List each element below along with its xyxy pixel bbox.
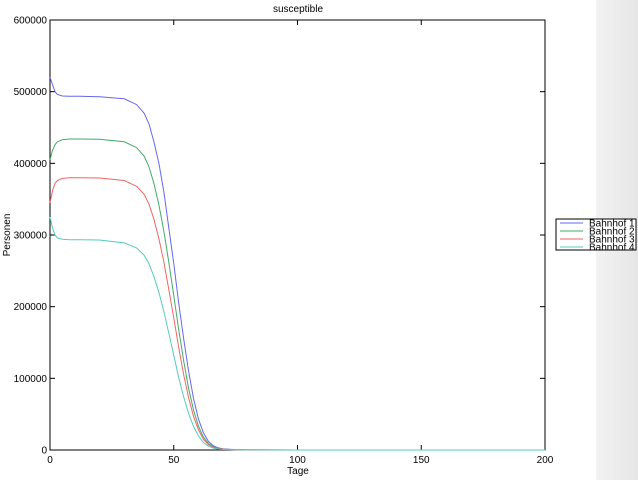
- legend-label-1: Bahnhof 1: [589, 219, 635, 230]
- y-axis-title: Personen: [2, 214, 13, 257]
- y-axis: 0 100000 200000 300000 400000 500000 600000: [14, 16, 545, 457]
- series-line-1: [49, 77, 545, 451]
- legend-label-3: Bahnhof 3: [589, 235, 635, 246]
- legend-box: [555, 218, 637, 251]
- series-line-4: [49, 216, 545, 451]
- plot-area-frame: [49, 19, 546, 451]
- x-tick-label: 100: [289, 455, 306, 466]
- y-tick-label: 200000: [14, 302, 48, 313]
- x-tick-label: 50: [168, 455, 180, 466]
- legend-label-2: Bahnhof 2: [589, 227, 635, 238]
- x-tick-label: 0: [47, 455, 53, 466]
- y-tick-label: 300000: [14, 231, 48, 242]
- x-axis-title: Tage: [287, 466, 309, 477]
- legend-label-4: Bahnhof 4: [589, 243, 635, 254]
- series-lines: [49, 77, 545, 451]
- x-axis: 0 50 100 150 200: [47, 20, 554, 466]
- y-tick-label: 400000: [14, 159, 48, 170]
- y-tick-label: 500000: [14, 87, 48, 98]
- y-tick-label: 600000: [14, 16, 48, 27]
- series-line-3: [49, 177, 545, 451]
- x-tick-label: 150: [413, 455, 430, 466]
- chart-title: susceptible: [273, 4, 323, 15]
- x-tick-label: 200: [537, 455, 554, 466]
- y-tick-label: 100000: [14, 374, 48, 385]
- y-tick-label: 0: [41, 446, 47, 457]
- series-line-2: [49, 138, 545, 451]
